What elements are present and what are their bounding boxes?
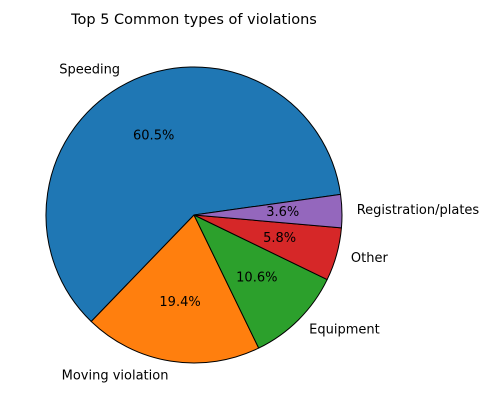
pct-label-other: 5.8% [263, 231, 296, 246]
pie-slice-moving-violation [90, 214, 260, 364]
pct-label-equipment: 10.6% [236, 270, 277, 285]
pie-labels: Speeding 60.5% Moving violation 19.4% Equipm… [59, 62, 479, 383]
pie-slice-speeding [45, 66, 342, 322]
pct-label-registration-plates: 3.6% [266, 205, 299, 220]
pct-label-speeding: 60.5% [133, 128, 174, 143]
slice-label-speeding: Speeding [59, 62, 120, 77]
slice-label-moving-violation: Moving violation [62, 368, 169, 383]
pie-slices [45, 66, 343, 364]
slice-label-other: Other [351, 251, 389, 266]
pct-label-moving-violation: 19.4% [159, 295, 200, 310]
slice-label-registration-plates: Registration/plates [357, 203, 480, 218]
slice-label-equipment: Equipment [309, 323, 380, 338]
pie-slice-equipment [193, 214, 328, 349]
pie-slice-registration-plates [193, 193, 343, 229]
chart-title: Top 5 Common types of violations [70, 12, 317, 28]
